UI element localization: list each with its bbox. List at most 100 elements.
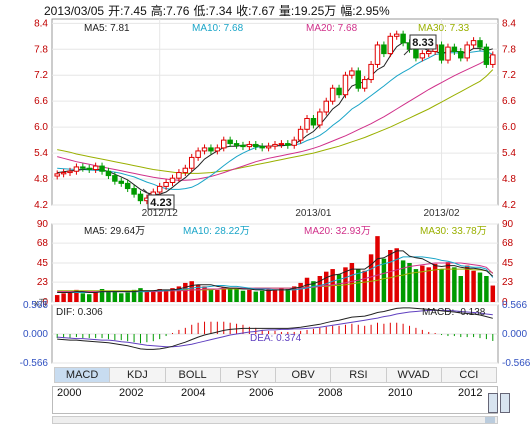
candle — [393, 33, 400, 37]
vol-ma5-line — [57, 250, 494, 293]
candle — [413, 48, 419, 59]
year-label: 2004 — [181, 387, 206, 399]
volume-bar — [458, 276, 464, 302]
volume-bar — [375, 236, 380, 302]
candle — [317, 111, 323, 126]
volume-bar — [163, 289, 169, 302]
volume-bar — [125, 292, 130, 302]
candle — [208, 147, 214, 152]
candle — [336, 87, 342, 96]
range-right-handle[interactable] — [500, 393, 510, 413]
candle — [137, 193, 144, 202]
quote-high: 高:7.76 — [150, 4, 190, 18]
candle — [92, 165, 99, 171]
volume-bar — [151, 290, 156, 302]
candle — [253, 143, 259, 148]
macd-tick-labels: -0.566 -0.566 0.000 0.000 0.566 0.566 — [20, 300, 531, 369]
candle — [387, 35, 394, 55]
volume-unit: x万 — [34, 298, 48, 308]
volume-bar — [157, 289, 162, 302]
macd-tick-right: -0.566 — [502, 358, 531, 369]
tab-kdj[interactable]: KDJ — [110, 368, 166, 382]
year-range-bar[interactable]: 2000 2002 2004 2006 2008 2010 2012 — [52, 386, 498, 414]
volume-bar — [138, 288, 143, 302]
candle — [259, 146, 265, 149]
candle — [470, 40, 477, 46]
candle — [169, 177, 176, 184]
volume-bar — [202, 286, 207, 302]
candle — [304, 117, 310, 130]
candle — [131, 188, 137, 195]
volume-bar — [285, 289, 291, 302]
volume-tick-left: 90 — [37, 219, 49, 230]
candle — [246, 143, 253, 148]
range-left-handle[interactable] — [488, 393, 498, 413]
candle — [67, 170, 73, 174]
tab-cci[interactable]: CCI — [459, 369, 479, 381]
price-tick-left: 7.8 — [34, 44, 48, 55]
quote-low: 低:7.34 — [193, 4, 233, 18]
price-tick-right: 4.8 — [502, 174, 516, 185]
volume-bar — [381, 258, 387, 302]
candle — [349, 70, 355, 76]
tab-boll[interactable]: BOLL — [166, 368, 221, 382]
candle — [278, 143, 285, 146]
price-tick-left: 4.2 — [34, 200, 48, 211]
candle — [483, 46, 490, 65]
volume-bar — [349, 263, 355, 302]
macd-tick-left: 0.566 — [23, 300, 48, 311]
price-tick-left: 8.4 — [34, 18, 48, 29]
volume-tick-labels: 0 0 23 23 45 45 68 68 90 90 — [37, 219, 514, 308]
candle — [99, 165, 105, 172]
price-tick-left: 7.2 — [34, 70, 48, 81]
quote-close: 收:7.67 — [236, 4, 275, 18]
macd-tick-right: 0.566 — [502, 300, 527, 311]
dea-line — [57, 309, 493, 348]
volume-tick-right: 23 — [502, 277, 514, 288]
candle — [425, 50, 432, 55]
candle — [464, 44, 470, 59]
volume-bar — [400, 260, 406, 302]
candle — [285, 143, 291, 146]
candle — [195, 150, 201, 158]
volume-bar — [266, 289, 271, 302]
volume-bar — [54, 295, 60, 302]
high-callout: 8.33 — [403, 34, 437, 56]
macd-legend: MACD: -0.138 — [422, 307, 486, 318]
tab-wvad[interactable]: WVAD — [387, 368, 442, 382]
macd-histogram — [56, 321, 494, 344]
candle — [297, 128, 304, 141]
year-label: 2010 — [388, 387, 413, 399]
volume-bar — [407, 263, 412, 302]
candle — [118, 180, 125, 184]
volume-bar — [291, 286, 297, 302]
candle — [361, 79, 368, 89]
price-tick-right: 6.6 — [502, 96, 516, 107]
volume-bar — [452, 267, 457, 302]
price-ma10-legend: MA10: 7.68 — [192, 23, 244, 34]
vol-ma30-legend: MA30: 33.78万 — [420, 226, 487, 237]
candle — [73, 166, 80, 172]
tab-rsi[interactable]: RSI — [331, 368, 387, 382]
volume-bar — [195, 284, 201, 302]
candle — [124, 182, 131, 190]
tab-obv[interactable]: OBV — [276, 368, 332, 382]
range-scrollbar[interactable] — [52, 416, 498, 424]
volume-bar — [131, 289, 137, 302]
candle — [156, 185, 163, 193]
candle — [438, 44, 445, 61]
price-tick-right: 6.0 — [502, 122, 516, 133]
candle — [201, 147, 208, 152]
volume-bar — [445, 262, 451, 302]
candle — [80, 166, 86, 169]
quote-date: 2013/03/05 — [44, 4, 105, 18]
candle — [342, 74, 349, 96]
volume-bar — [234, 289, 239, 302]
candle — [458, 50, 464, 59]
year-label: 2012 — [458, 387, 483, 399]
tab-macd[interactable]: MACD — [55, 368, 111, 382]
tab-psy[interactable]: PSY — [221, 368, 276, 382]
scrollbar-thumb[interactable] — [485, 417, 495, 423]
volume-bar — [176, 286, 182, 302]
